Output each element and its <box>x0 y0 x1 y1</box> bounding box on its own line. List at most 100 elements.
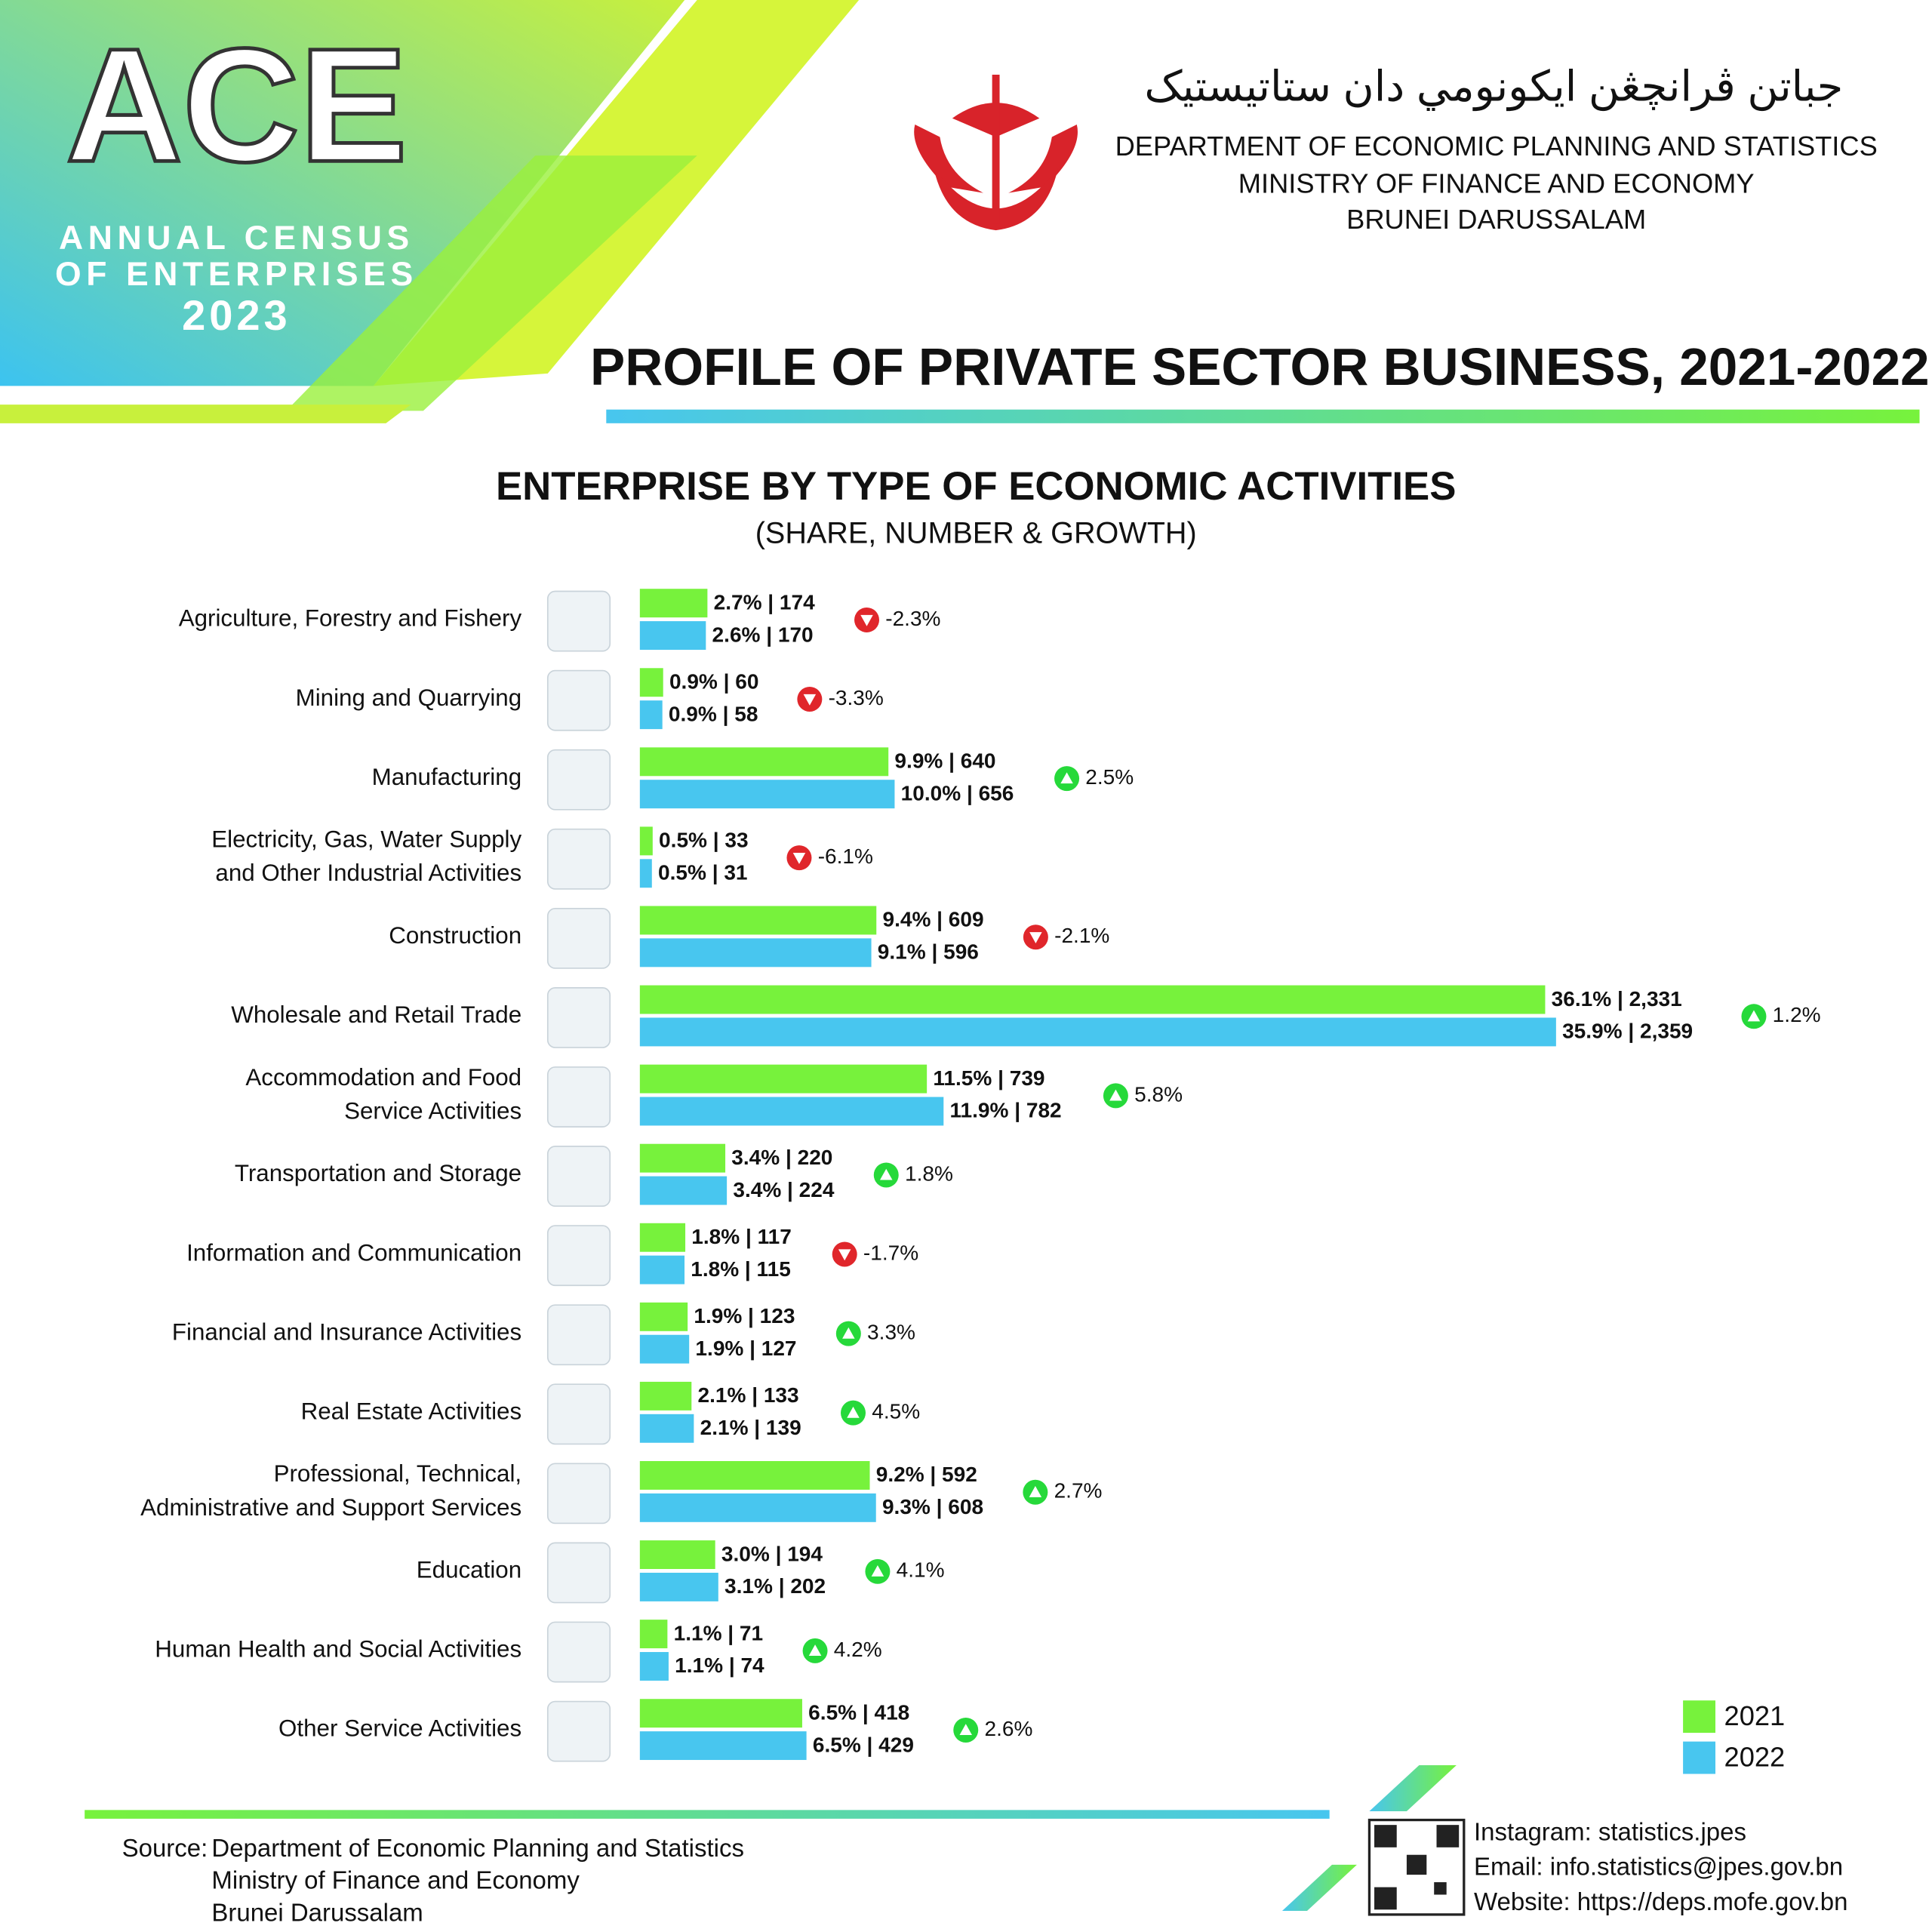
footer-decoration <box>1369 1764 1457 1811</box>
category-label: Electricity, Gas, Water Supply <box>211 826 521 853</box>
growth-label: -6.1% <box>818 844 873 868</box>
bar <box>639 1334 690 1364</box>
growth-arrow <box>1747 1010 1761 1022</box>
legend-label: 2021 <box>1724 1700 1786 1731</box>
value-label: 0.5% | 31 <box>658 861 748 884</box>
value-label: 1.9% | 127 <box>695 1337 796 1360</box>
bar <box>639 859 652 888</box>
page-title: PROFILE OF PRIVATE SECTOR BUSINESS, 2021… <box>590 337 1929 396</box>
category-icon <box>546 828 611 890</box>
census-year: 2023 <box>182 291 291 339</box>
bar <box>639 1620 668 1649</box>
bar <box>639 1652 669 1681</box>
growth-arrow <box>1029 1485 1042 1497</box>
category-label: Manufacturing <box>372 764 522 790</box>
category-label: Administrative and Support Services <box>140 1494 521 1521</box>
category-icon <box>546 590 611 652</box>
growth-label: 1.8% <box>905 1161 953 1185</box>
category-label: Professional, Technical, <box>274 1460 522 1487</box>
category-label: Real Estate Activities <box>301 1398 522 1424</box>
growth-label: 4.2% <box>834 1638 882 1661</box>
value-label: 2.7% | 174 <box>714 590 815 614</box>
category-label: and Other Industrial Activities <box>215 860 521 886</box>
bar <box>639 1699 802 1728</box>
category-label: Accommodation and Food <box>245 1064 521 1091</box>
category-label: Education <box>417 1557 521 1583</box>
growth-label: 2.6% <box>984 1717 1032 1740</box>
growth-arrow <box>842 1327 855 1339</box>
category-icon <box>546 1304 611 1366</box>
bar <box>639 780 895 809</box>
growth-label: -3.3% <box>829 686 884 709</box>
category-icon <box>546 669 611 731</box>
bar <box>639 1143 726 1173</box>
category-icon <box>546 1463 611 1524</box>
value-label: 1.9% | 123 <box>694 1304 795 1327</box>
bar <box>639 1572 718 1601</box>
growth-label: 2.5% <box>1085 765 1134 789</box>
growth-label: 2.7% <box>1054 1479 1103 1503</box>
census-line: OF ENTERPRISES <box>55 256 418 293</box>
bar <box>639 1097 944 1126</box>
census-line: ANNUAL CENSUS <box>59 220 414 257</box>
logo-text: ACE <box>66 15 408 195</box>
bar <box>639 589 708 618</box>
bar <box>639 1017 1556 1047</box>
growth-arrow <box>871 1565 884 1577</box>
growth-arrow <box>803 694 817 706</box>
bar <box>639 621 706 651</box>
value-label: 1.8% | 115 <box>691 1257 791 1281</box>
source-line: Ministry of Finance and Economy <box>211 1866 580 1894</box>
value-label: 9.4% | 609 <box>882 908 983 931</box>
category-icon <box>546 1700 611 1762</box>
category-icon <box>546 1146 611 1208</box>
chart-title: ENTERPRISE BY TYPE OF ECONOMIC ACTIVITIE… <box>496 464 1456 509</box>
growth-arrow <box>879 1168 893 1180</box>
bar <box>639 1540 715 1570</box>
bar <box>639 1223 686 1252</box>
growth-arrow <box>792 853 806 864</box>
bar <box>639 1381 692 1411</box>
value-label: 11.9% | 782 <box>950 1099 1062 1122</box>
title-underline <box>606 409 1920 423</box>
bar <box>639 1414 694 1443</box>
legend-swatch <box>1683 1700 1715 1734</box>
category-icon <box>546 987 611 1048</box>
source-line: Brunei Darussalam <box>211 1899 423 1927</box>
bar <box>639 938 872 968</box>
category-label: Mining and Quarrying <box>296 685 522 711</box>
value-label: 3.4% | 224 <box>733 1178 834 1201</box>
category-label: Transportation and Storage <box>235 1160 521 1186</box>
category-icon <box>546 1542 611 1604</box>
value-label: 0.5% | 33 <box>659 829 749 852</box>
category-icon <box>546 907 611 969</box>
growth-label: -2.3% <box>885 607 940 630</box>
jawi-name: جباتن ڤرانچڠن ايكونومي دان ستاتيستيک <box>1144 63 1843 112</box>
chart: Agriculture, Forestry and Fishery 2.7% | … <box>140 589 1821 1774</box>
qr-code <box>1367 1818 1466 1916</box>
value-label: 6.5% | 418 <box>808 1700 909 1724</box>
category-label: Other Service Activities <box>278 1715 521 1742</box>
crest <box>914 74 1078 231</box>
growth-label: 5.8% <box>1134 1082 1183 1106</box>
footer-decoration <box>1281 1864 1357 1911</box>
value-label: 3.0% | 194 <box>721 1542 823 1565</box>
source-line: Department of Economic Planning and Stat… <box>211 1834 744 1862</box>
bar <box>639 985 1546 1014</box>
category-icon <box>546 1383 611 1445</box>
growth-arrow <box>860 614 873 626</box>
legend-swatch <box>1683 1741 1715 1774</box>
value-label: 6.5% | 429 <box>813 1733 914 1756</box>
bar <box>639 1460 870 1490</box>
category-label: Wholesale and Retail Trade <box>231 1001 521 1028</box>
category-icon <box>546 1066 611 1128</box>
growth-arrow <box>808 1644 822 1656</box>
bar <box>639 668 663 697</box>
legend-label: 2022 <box>1724 1741 1786 1772</box>
value-label: 10.0% | 656 <box>901 781 1014 804</box>
category-label: Financial and Insurance Activities <box>172 1318 521 1345</box>
bar <box>639 1302 688 1331</box>
value-label: 2.1% | 133 <box>698 1383 799 1407</box>
growth-label: 4.1% <box>897 1558 945 1582</box>
